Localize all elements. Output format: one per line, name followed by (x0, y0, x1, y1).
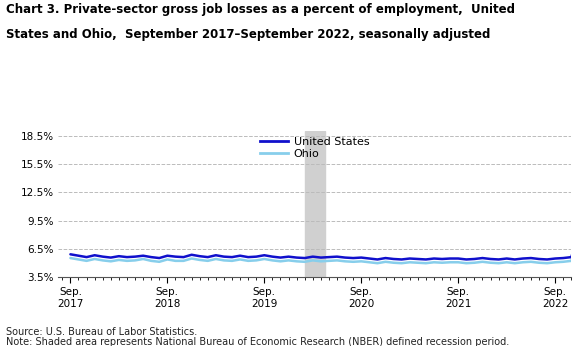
Text: States and Ohio,  September 2017–September 2022, seasonally adjusted: States and Ohio, September 2017–Septembe… (6, 28, 490, 41)
Text: Chart 3. Private-sector gross job losses as a percent of employment,  United: Chart 3. Private-sector gross job losses… (6, 3, 515, 17)
Text: Source: U.S. Bureau of Labor Statistics.: Source: U.S. Bureau of Labor Statistics. (6, 327, 197, 337)
Text: Note: Shaded area represents National Bureau of Economic Research (NBER) defined: Note: Shaded area represents National Bu… (6, 337, 509, 346)
Bar (305, 131, 325, 277)
Legend: United States, Ohio: United States, Ohio (261, 137, 369, 159)
